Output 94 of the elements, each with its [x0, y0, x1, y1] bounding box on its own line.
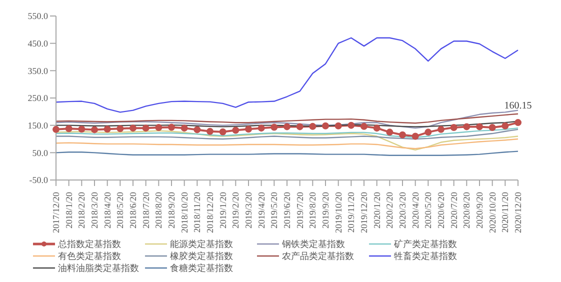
point: [258, 124, 265, 132]
y-tick-label: 450.0: [28, 38, 48, 49]
point: [232, 126, 240, 134]
point: [373, 124, 380, 132]
point: [348, 122, 355, 129]
point: [296, 123, 304, 130]
x-tick-label: 2020/7/20: [448, 192, 459, 229]
x-tick-label: 2019/12/20: [359, 192, 369, 234]
x-tick-label: 2018/2/20: [76, 192, 87, 229]
x-tick-label: 2019/3/20: [244, 192, 254, 229]
point: [65, 125, 72, 132]
x-tick-label: 2018/12/20: [205, 192, 215, 234]
point: [450, 124, 458, 132]
legend-label: 矿产类定基指数: [394, 238, 457, 250]
line-series: [55, 138, 519, 150]
x-tick-label: 2019/4/20: [256, 192, 266, 229]
x-tick-label: 2020/11/20: [500, 192, 510, 233]
x-tick-label: 2019/6/20: [282, 192, 292, 229]
y-tick-label: 50.0: [32, 148, 48, 158]
point: [424, 128, 432, 136]
point: [130, 124, 136, 132]
x-tick-label: 2019/10/20: [333, 192, 344, 234]
x-tick-label: 2018/8/20: [154, 192, 164, 229]
legend-label: 食糖类定基指数: [170, 262, 233, 274]
y-tick-label: 550.0: [28, 11, 48, 22]
x-tick-label: 2018/4/20: [102, 192, 112, 229]
point: [386, 128, 394, 136]
point: [104, 126, 111, 133]
point: [284, 123, 290, 130]
x-tick-label: 2020/3/20: [398, 192, 408, 229]
point: [412, 132, 419, 140]
x-tick-label: 2020/6/20: [436, 192, 446, 229]
data-label: 160.15: [504, 100, 532, 112]
point: [52, 126, 60, 133]
x-tick-label: 2018/10/20: [179, 192, 190, 234]
point: [194, 126, 201, 134]
point: [438, 126, 444, 133]
point: [180, 124, 188, 132]
point: [245, 126, 252, 133]
line-series: [55, 113, 519, 124]
x-tick-label: 2018/7/20: [140, 192, 151, 229]
point: [219, 128, 226, 136]
y-tick-label: 350.0: [28, 66, 48, 76]
point: [476, 123, 483, 130]
x-tick-label: 2020/1/20: [372, 192, 382, 229]
y-tick-label: 250.0: [28, 93, 48, 104]
x-tick-label: 2019/1/20: [218, 192, 228, 229]
x-tick-label: 2019/8/20: [308, 192, 318, 229]
x-tick-label: 2019/5/20: [269, 192, 280, 229]
point: [322, 122, 329, 130]
x-tick-label: 2020/10/20: [487, 192, 498, 234]
point: [206, 128, 214, 135]
x-tick-label: 2020/9/20: [474, 192, 484, 229]
x-tick-label: 2018/3/20: [90, 192, 100, 229]
x-tick-label: 2019/9/20: [320, 192, 330, 229]
point: [155, 124, 162, 132]
x-tick-label: 2020/12/20: [513, 192, 523, 234]
y-tick-label: 150.0: [28, 120, 48, 131]
x-tick-label: 2020/8/20: [462, 192, 472, 229]
point: [488, 124, 496, 132]
point: [270, 124, 278, 131]
x-tick-label: 2019/2/20: [230, 192, 241, 229]
x-tick-label: 2018/5/20: [115, 192, 126, 229]
point: [116, 125, 124, 132]
point: [91, 126, 98, 134]
point: [334, 122, 342, 130]
point: [78, 126, 86, 133]
legend-label: 有色类定基指数: [58, 250, 121, 262]
point: [360, 122, 368, 130]
point: [502, 122, 509, 130]
legend-label: 能源类定基指数: [170, 238, 233, 250]
point: [514, 119, 522, 126]
x-tick-label: 2019/7/20: [294, 192, 305, 229]
x-tick-label: 2018/6/20: [128, 192, 138, 229]
x-tick-label: 2017/12/20: [51, 192, 61, 234]
point: [168, 124, 175, 131]
x-tick-label: 2018/1/20: [64, 192, 74, 229]
point: [309, 122, 316, 130]
point: [142, 124, 150, 132]
x-tick-label: 2020/5/20: [423, 192, 434, 229]
x-tick-label: 2018/9/20: [166, 192, 176, 229]
x-tick-label: 2019/11/20: [346, 192, 356, 233]
legend-label: 橡胶类定基指数: [170, 250, 233, 262]
legend-label: 油料油脂类定基指数: [58, 262, 139, 274]
legend-label: 钢铁类定基指数: [282, 238, 345, 250]
legend-label: 牲畜类定基指数: [394, 250, 457, 262]
legend-label: 总指数定基指数: [58, 238, 121, 250]
x-tick-label: 2020/4/20: [410, 192, 420, 229]
legend-label: 农产品类定基指数: [282, 250, 354, 262]
x-tick-label: 2020/2/20: [384, 192, 395, 229]
point: [463, 123, 470, 130]
x-tick-label: 2018/11/20: [192, 192, 202, 233]
point: [399, 131, 406, 138]
y-tick-label: -50.0: [29, 175, 48, 186]
